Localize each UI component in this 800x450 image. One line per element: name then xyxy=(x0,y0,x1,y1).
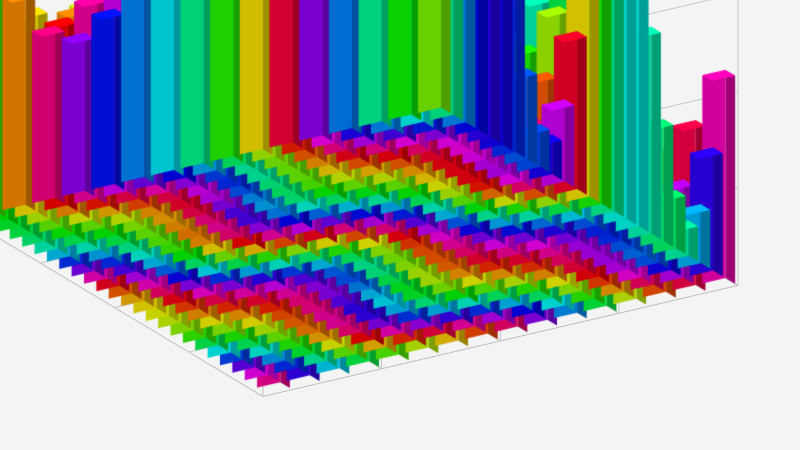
axes-3d[interactable] xyxy=(0,0,800,450)
bar3d-collection[interactable] xyxy=(0,0,800,450)
figure-canvas xyxy=(0,0,800,450)
